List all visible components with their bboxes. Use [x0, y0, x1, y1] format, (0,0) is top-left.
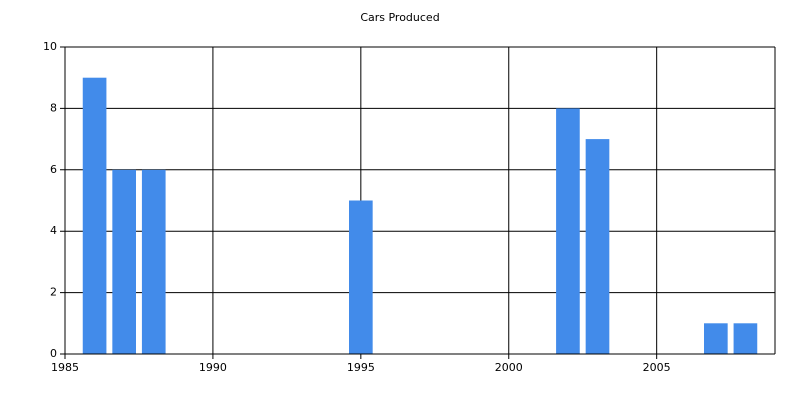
y-tick-label: 0	[50, 347, 57, 360]
bar	[82, 77, 107, 354]
bar	[141, 169, 166, 354]
x-tick-label: 1990	[199, 361, 227, 374]
x-tick-label: 1995	[347, 361, 375, 374]
x-tick-label: 2000	[495, 361, 523, 374]
x-tick-label: 2005	[643, 361, 671, 374]
bar	[556, 108, 580, 355]
bar	[704, 323, 728, 354]
x-tick-label: 1985	[51, 361, 79, 374]
bar	[733, 323, 758, 354]
bar	[585, 139, 610, 354]
y-tick-label: 6	[50, 163, 57, 176]
y-tick-label: 8	[50, 101, 57, 114]
bar	[349, 200, 373, 354]
y-tick-label: 10	[43, 40, 57, 53]
chart-title: Cars Produced	[360, 11, 439, 24]
y-tick-label: 4	[50, 224, 57, 237]
bar	[112, 169, 136, 354]
y-tick-label: 2	[50, 286, 57, 299]
